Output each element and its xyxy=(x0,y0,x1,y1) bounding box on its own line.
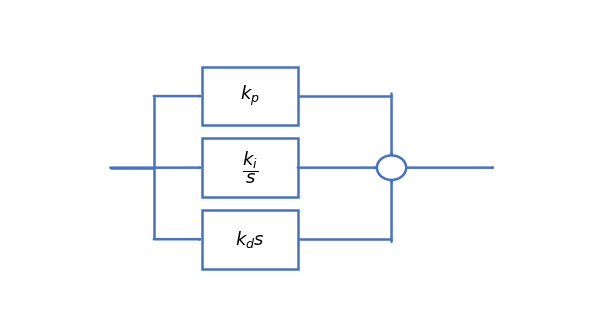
Bar xyxy=(202,67,298,125)
Bar xyxy=(202,210,298,269)
Ellipse shape xyxy=(377,155,406,180)
Text: $\dfrac{k_i}{s}$: $\dfrac{k_i}{s}$ xyxy=(241,149,258,186)
Bar xyxy=(202,138,298,197)
Text: $k_p$: $k_p$ xyxy=(240,84,260,108)
Text: $k_d s$: $k_d s$ xyxy=(235,229,265,250)
